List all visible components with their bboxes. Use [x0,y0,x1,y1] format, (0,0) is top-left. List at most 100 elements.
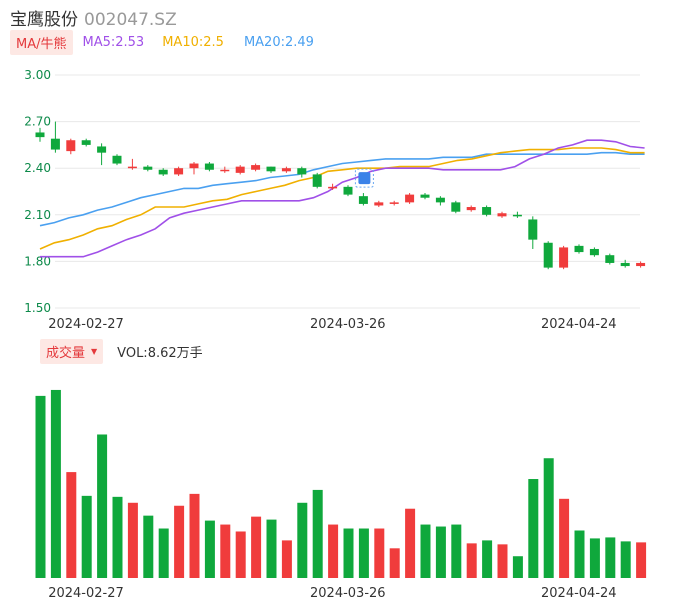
price-grid [55,74,640,309]
volume-bar [81,495,92,578]
volume-bar [405,508,416,578]
candle-body [97,146,107,153]
volume-bar [220,524,231,578]
stock-name: 宝鹰股份 [10,10,78,30]
price-tick-label: 1.50 [24,301,51,315]
volume-bar [497,544,508,578]
candle-body [620,262,630,267]
volume-bar [420,524,431,578]
candle [235,165,245,175]
volume-x-tick-label: 2024-02-27 [48,586,124,601]
candle [50,121,60,153]
candle-body [81,140,91,145]
volume-bar [158,528,169,578]
event-marker[interactable] [354,168,374,188]
volume-bar [543,458,554,578]
event-marker-frame [354,168,374,188]
candle-body [512,214,522,217]
candle [605,253,615,265]
candle-body [266,166,276,172]
price-x-tick-label: 2024-04-24 [541,317,617,332]
candle [636,261,646,268]
volume-bar [589,538,600,578]
candle [266,166,276,173]
candle-body [358,196,368,204]
event-marker-icon [358,172,371,185]
candle-body [559,247,569,268]
candle-body [112,155,122,164]
volume-bar [343,528,354,578]
candle-body [251,165,261,170]
volume-bar [435,526,446,578]
candle [574,244,584,254]
volume-bar [281,540,292,578]
candle [251,163,261,172]
candle-body [328,186,338,189]
candle-body [543,242,553,268]
candle [358,193,368,206]
ma-lines [39,139,645,258]
candle [112,154,122,166]
candle-body [343,186,353,195]
candle-body [281,168,291,172]
candle-body [605,255,615,263]
volume-bar [636,542,647,578]
volume-x-tick-label: 2024-03-26 [310,586,386,601]
candle [189,161,199,175]
candle [281,166,291,173]
candle-body [482,207,492,215]
volume-bar [328,524,339,578]
price-x-tick-label: 2024-02-27 [48,317,124,332]
volume-bar [559,498,570,578]
ma20-label: MA20:2.49 [243,34,314,50]
price-y-axis: 3.00 2.70 2.40 2.10 1.80 1.50 [24,68,51,315]
volume-bar [482,540,493,578]
candle [620,259,630,268]
volume-bar [605,537,616,578]
candle [143,165,153,172]
price-tick-label: 2.40 [24,161,51,175]
candle-body [589,248,599,256]
candle [451,200,461,214]
ma5-label: MA5:2.53 [82,34,145,50]
candle-body [235,166,245,173]
candle [174,166,184,176]
volume-bars [35,389,647,578]
candle [127,158,137,170]
volume-bar [512,556,523,578]
volume-bar [143,515,154,578]
volume-bar [466,543,477,578]
candle-body [204,163,214,170]
candle-body [528,219,538,240]
candle-body [143,166,153,170]
candle-body [420,194,430,198]
candle [297,166,307,178]
volume-bar [127,502,138,578]
candles [35,121,646,270]
volume-bar [451,524,462,578]
volume-bar [189,493,200,578]
candle [220,166,230,173]
volume-bar [574,530,585,578]
candle [81,138,91,147]
candle-body [374,202,384,206]
volume-indicator-toggle[interactable]: 成交量 ▼ [40,338,104,364]
candle [543,241,553,270]
price-x-tick-label: 2024-03-26 [310,317,386,332]
price-tick-label: 3.00 [24,68,51,82]
candle-body [50,138,60,150]
ma5-line [40,139,645,258]
candle [374,200,384,208]
volume-bar [174,505,185,578]
volume-x-axis: 2024-02-27 2024-03-26 2024-04-24 [48,586,616,601]
candle [328,183,338,190]
candle [420,193,430,200]
candle [405,193,415,204]
volume-bar [620,541,631,578]
candle [343,185,353,197]
candle-body [451,202,461,212]
volume-toggle-label: 成交量 [46,345,86,361]
stock-code: 002047.SZ [84,10,177,30]
ma-indicator-toggle[interactable]: MA/牛熊 [10,29,73,55]
